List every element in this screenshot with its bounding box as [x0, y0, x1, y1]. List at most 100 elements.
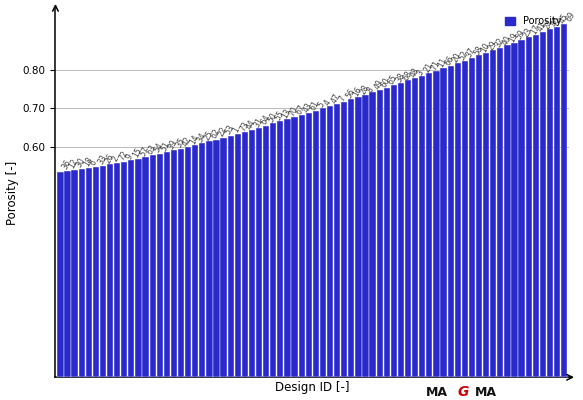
Bar — [511, 42, 518, 377]
Bar — [135, 159, 142, 377]
Bar — [142, 157, 149, 377]
Text: 42: 42 — [181, 135, 194, 148]
Bar — [285, 119, 290, 377]
Text: 23: 23 — [522, 26, 534, 39]
Text: 62: 62 — [209, 128, 222, 140]
Text: 7: 7 — [337, 94, 347, 103]
Text: 36: 36 — [61, 158, 73, 170]
Text: 49: 49 — [373, 78, 385, 91]
Text: 48: 48 — [408, 66, 421, 79]
Bar — [256, 128, 262, 377]
Bar — [64, 171, 71, 377]
Bar — [72, 170, 78, 377]
Bar — [185, 147, 191, 377]
Text: 45: 45 — [557, 12, 570, 25]
Text: 65: 65 — [387, 74, 399, 86]
Text: 40: 40 — [500, 34, 513, 46]
Text: 16: 16 — [352, 85, 364, 98]
Bar — [405, 80, 411, 377]
Text: 11: 11 — [437, 57, 449, 70]
Bar — [320, 108, 326, 377]
Bar — [497, 48, 504, 377]
Text: G: G — [458, 385, 469, 399]
Text: 60: 60 — [380, 76, 392, 89]
Text: 54: 54 — [153, 141, 166, 154]
Bar — [412, 78, 418, 377]
Text: 34: 34 — [195, 131, 208, 144]
Text: 21: 21 — [422, 62, 435, 74]
Bar — [86, 168, 92, 377]
Bar — [504, 45, 511, 377]
Text: 55: 55 — [273, 109, 286, 122]
Legend: Porosity: Porosity — [503, 13, 564, 29]
Text: 17: 17 — [529, 23, 541, 36]
Text: 24: 24 — [543, 18, 556, 31]
Bar — [100, 166, 106, 377]
Bar — [249, 130, 255, 377]
Text: 63: 63 — [146, 143, 158, 156]
Bar — [227, 136, 234, 377]
Text: 41: 41 — [536, 21, 549, 34]
Text: 18: 18 — [82, 156, 94, 168]
Bar — [341, 102, 347, 377]
Bar — [490, 50, 496, 377]
Text: 52: 52 — [458, 49, 470, 62]
Bar — [298, 115, 305, 377]
Text: 6: 6 — [89, 158, 99, 167]
Bar — [178, 149, 184, 377]
Text: 57: 57 — [138, 144, 151, 158]
Text: 15: 15 — [131, 146, 144, 159]
Text: 26: 26 — [103, 152, 115, 165]
Bar — [199, 143, 205, 377]
Bar — [554, 26, 560, 377]
Bar — [526, 37, 532, 377]
Text: 47: 47 — [330, 92, 343, 105]
Bar — [391, 85, 397, 377]
Text: 53: 53 — [224, 124, 236, 136]
Text: 1: 1 — [231, 126, 241, 134]
Text: 33: 33 — [96, 153, 108, 166]
Text: 73: 73 — [238, 120, 251, 132]
Bar — [448, 66, 454, 377]
Text: 59: 59 — [515, 28, 527, 41]
Bar — [426, 73, 433, 377]
Text: 8: 8 — [366, 85, 375, 94]
Text: 70: 70 — [287, 105, 300, 118]
Bar — [547, 29, 553, 377]
Bar — [128, 160, 135, 377]
Bar — [476, 56, 482, 377]
Text: MA: MA — [426, 386, 448, 399]
Text: 38: 38 — [394, 71, 406, 84]
Bar — [171, 150, 177, 377]
Bar — [121, 162, 128, 377]
Bar — [278, 121, 283, 377]
Text: 19: 19 — [507, 31, 520, 44]
Text: 29: 29 — [486, 39, 498, 52]
Bar — [355, 97, 361, 377]
Text: 28: 28 — [359, 83, 371, 96]
Bar — [57, 172, 64, 377]
Bar — [242, 132, 248, 377]
Bar — [440, 68, 447, 377]
Text: MA: MA — [475, 386, 497, 399]
Text: 64: 64 — [259, 114, 272, 126]
Bar — [220, 138, 227, 377]
Text: 61: 61 — [309, 99, 321, 112]
Text: 39: 39 — [167, 138, 180, 151]
Bar — [213, 140, 220, 377]
Text: 44: 44 — [245, 118, 258, 130]
Bar — [157, 154, 163, 377]
Text: 37: 37 — [465, 46, 477, 60]
Bar — [149, 156, 156, 377]
Bar — [292, 117, 298, 377]
Text: 25: 25 — [202, 129, 215, 142]
Text: 50: 50 — [266, 112, 279, 124]
Bar — [370, 92, 375, 377]
Text: 2: 2 — [110, 155, 120, 163]
Bar — [327, 106, 333, 377]
Bar — [455, 63, 461, 377]
Text: 12: 12 — [68, 157, 80, 170]
Text: 46: 46 — [550, 15, 563, 28]
Y-axis label: Porosity [-]: Porosity [-] — [6, 161, 19, 225]
Bar — [433, 71, 440, 377]
